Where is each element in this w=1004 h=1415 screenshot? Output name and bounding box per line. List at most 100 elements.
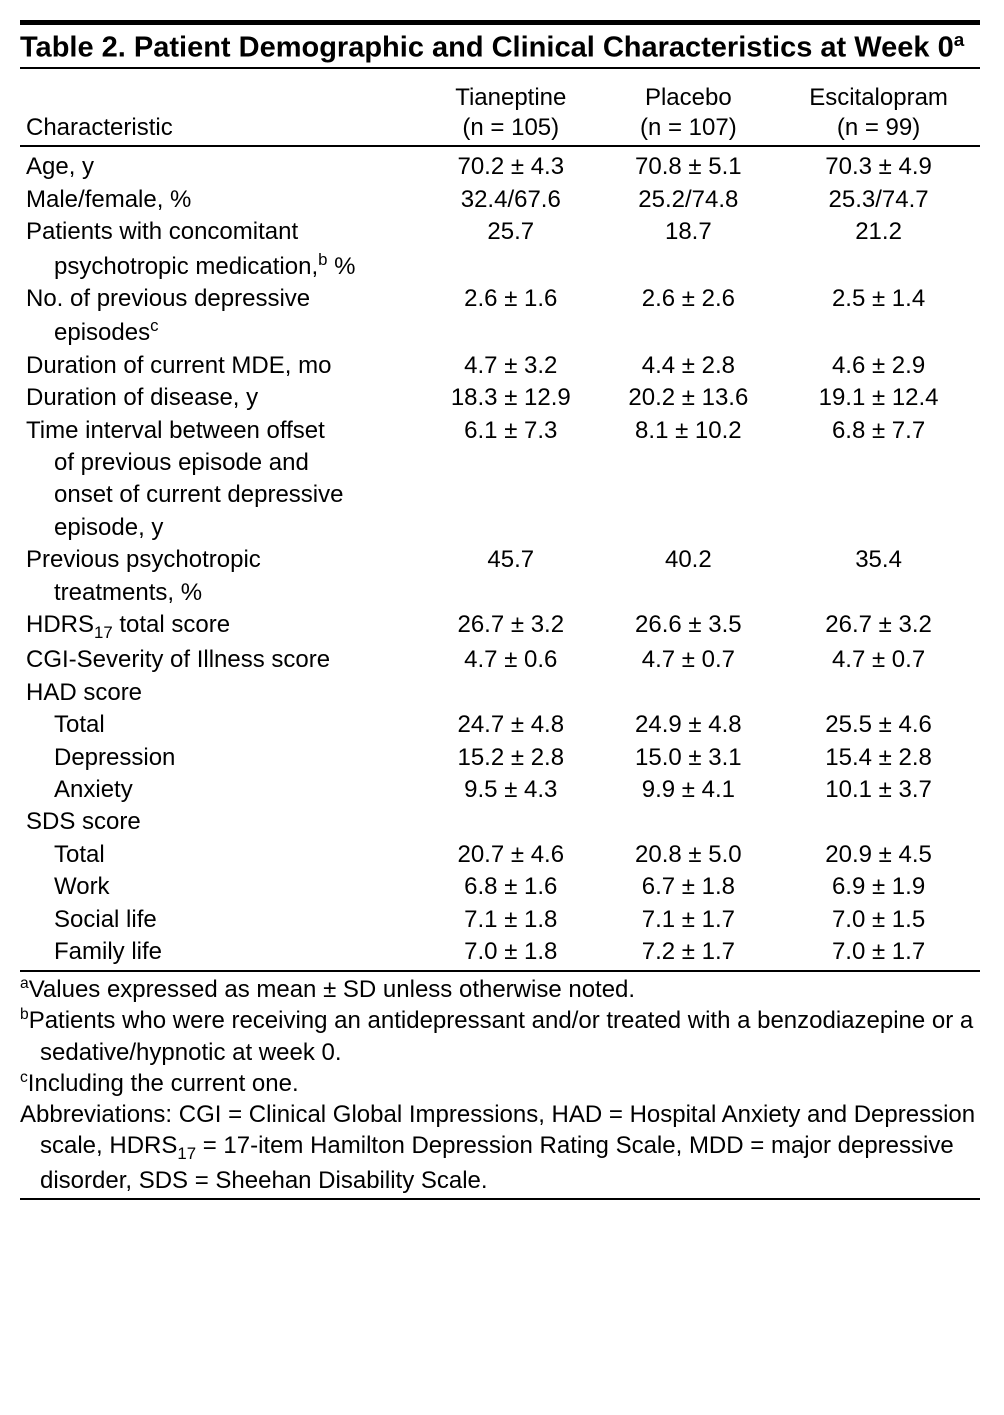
table-row: CGI-Severity of Illness score4.7 ± 0.64.…: [20, 644, 980, 676]
bottom-rule: [20, 1198, 980, 1200]
cell-value: 9.5 ± 4.3: [422, 774, 600, 806]
row-label: Previous psychotropictreatments, %: [20, 544, 422, 609]
cell-value: 21.2: [777, 216, 980, 283]
data-table: Tianeptine Placebo Escitalopram Characte…: [20, 69, 980, 968]
cell-value: 9.9 ± 4.1: [600, 774, 778, 806]
table-row: Work6.8 ± 1.66.7 ± 1.86.9 ± 1.9: [20, 871, 980, 903]
row-label: Total: [20, 839, 422, 871]
footnote: aValues expressed as mean ± SD unless ot…: [20, 974, 980, 1005]
cell-value: 4.7 ± 3.2: [422, 350, 600, 382]
col-header-characteristic: Characteristic: [20, 113, 422, 146]
cell-value: 20.8 ± 5.0: [600, 839, 778, 871]
cell-value: 70.3 ± 4.9: [777, 146, 980, 183]
cell-value: 15.2 ± 2.8: [422, 742, 600, 774]
cell-value: 26.6 ± 3.5: [600, 609, 778, 644]
table-row: Duration of disease, y18.3 ± 12.920.2 ± …: [20, 382, 980, 414]
cell-value: 18.7: [600, 216, 778, 283]
cell-value: 20.2 ± 13.6: [600, 382, 778, 414]
table-row: HAD score: [20, 677, 980, 709]
table-row: Depression15.2 ± 2.815.0 ± 3.115.4 ± 2.8: [20, 742, 980, 774]
cell-value: 24.9 ± 4.8: [600, 709, 778, 741]
cell-value: 26.7 ± 3.2: [777, 609, 980, 644]
row-label: Time interval between offsetof previous …: [20, 415, 422, 545]
col-header-group-2-name: Escitalopram: [777, 69, 980, 113]
cell-value: 8.1 ± 10.2: [600, 415, 778, 545]
row-label: Work: [20, 871, 422, 903]
col-header-group-0-n: (n = 105): [422, 113, 600, 146]
table-title: Table 2. Patient Demographic and Clinica…: [20, 25, 980, 67]
cell-value: [600, 677, 778, 709]
table-row: Patients with concomitantpsychotropic me…: [20, 216, 980, 283]
row-label: Male/female, %: [20, 184, 422, 216]
cell-value: 6.8 ± 1.6: [422, 871, 600, 903]
cell-value: [777, 806, 980, 838]
cell-value: 7.0 ± 1.5: [777, 904, 980, 936]
table-row: Family life7.0 ± 1.87.2 ± 1.77.0 ± 1.7: [20, 936, 980, 968]
col-header-characteristic-blank: [20, 69, 422, 113]
cell-value: 2.5 ± 1.4: [777, 283, 980, 350]
row-label: Family life: [20, 936, 422, 968]
cell-value: 24.7 ± 4.8: [422, 709, 600, 741]
row-label: HAD score: [20, 677, 422, 709]
row-label: Patients with concomitantpsychotropic me…: [20, 216, 422, 283]
cell-value: 7.0 ± 1.8: [422, 936, 600, 968]
cell-value: [777, 677, 980, 709]
col-header-group-2-n: (n = 99): [777, 113, 980, 146]
row-label: Age, y: [20, 146, 422, 183]
cell-value: [600, 806, 778, 838]
row-label: Total: [20, 709, 422, 741]
table-2: Table 2. Patient Demographic and Clinica…: [20, 20, 980, 1200]
cell-value: 20.9 ± 4.5: [777, 839, 980, 871]
cell-value: 35.4: [777, 544, 980, 609]
cell-value: 70.2 ± 4.3: [422, 146, 600, 183]
cell-value: 7.1 ± 1.8: [422, 904, 600, 936]
cell-value: 15.4 ± 2.8: [777, 742, 980, 774]
row-label: Anxiety: [20, 774, 422, 806]
cell-value: 26.7 ± 3.2: [422, 609, 600, 644]
row-label: CGI-Severity of Illness score: [20, 644, 422, 676]
table-row: Time interval between offsetof previous …: [20, 415, 980, 545]
cell-value: 2.6 ± 1.6: [422, 283, 600, 350]
cell-value: 20.7 ± 4.6: [422, 839, 600, 871]
row-label: Duration of current MDE, mo: [20, 350, 422, 382]
table-row: Male/female, %32.4/67.625.2/74.825.3/74.…: [20, 184, 980, 216]
footnote: cIncluding the current one.: [20, 1068, 980, 1099]
cell-value: 25.7: [422, 216, 600, 283]
cell-value: 25.5 ± 4.6: [777, 709, 980, 741]
cell-value: 4.7 ± 0.7: [600, 644, 778, 676]
cell-value: 40.2: [600, 544, 778, 609]
table-row: Total20.7 ± 4.620.8 ± 5.020.9 ± 4.5: [20, 839, 980, 871]
cell-value: 25.3/74.7: [777, 184, 980, 216]
row-label: HDRS17 total score: [20, 609, 422, 644]
cell-value: 18.3 ± 12.9: [422, 382, 600, 414]
cell-value: [422, 677, 600, 709]
row-label: SDS score: [20, 806, 422, 838]
table-row: Age, y70.2 ± 4.370.8 ± 5.170.3 ± 4.9: [20, 146, 980, 183]
row-label: No. of previous depressiveepisodesc: [20, 283, 422, 350]
table-row: HDRS17 total score26.7 ± 3.226.6 ± 3.526…: [20, 609, 980, 644]
footnote: Abbreviations: CGI = Clinical Global Imp…: [20, 1099, 980, 1196]
cell-value: 4.7 ± 0.6: [422, 644, 600, 676]
cell-value: 25.2/74.8: [600, 184, 778, 216]
cell-value: 2.6 ± 2.6: [600, 283, 778, 350]
row-label: Duration of disease, y: [20, 382, 422, 414]
footnotes: aValues expressed as mean ± SD unless ot…: [20, 972, 980, 1196]
table-row: Total24.7 ± 4.824.9 ± 4.825.5 ± 4.6: [20, 709, 980, 741]
table-row: Social life7.1 ± 1.87.1 ± 1.77.0 ± 1.5: [20, 904, 980, 936]
cell-value: 6.9 ± 1.9: [777, 871, 980, 903]
cell-value: 6.7 ± 1.8: [600, 871, 778, 903]
table-row: No. of previous depressiveepisodesc2.6 ±…: [20, 283, 980, 350]
cell-value: 70.8 ± 5.1: [600, 146, 778, 183]
cell-value: 15.0 ± 3.1: [600, 742, 778, 774]
row-label: Depression: [20, 742, 422, 774]
cell-value: 6.1 ± 7.3: [422, 415, 600, 545]
cell-value: [422, 806, 600, 838]
col-header-group-1-name: Placebo: [600, 69, 778, 113]
cell-value: 32.4/67.6: [422, 184, 600, 216]
col-header-group-0-name: Tianeptine: [422, 69, 600, 113]
cell-value: 45.7: [422, 544, 600, 609]
row-label: Social life: [20, 904, 422, 936]
col-header-group-1-n: (n = 107): [600, 113, 778, 146]
cell-value: 7.0 ± 1.7: [777, 936, 980, 968]
cell-value: 7.2 ± 1.7: [600, 936, 778, 968]
